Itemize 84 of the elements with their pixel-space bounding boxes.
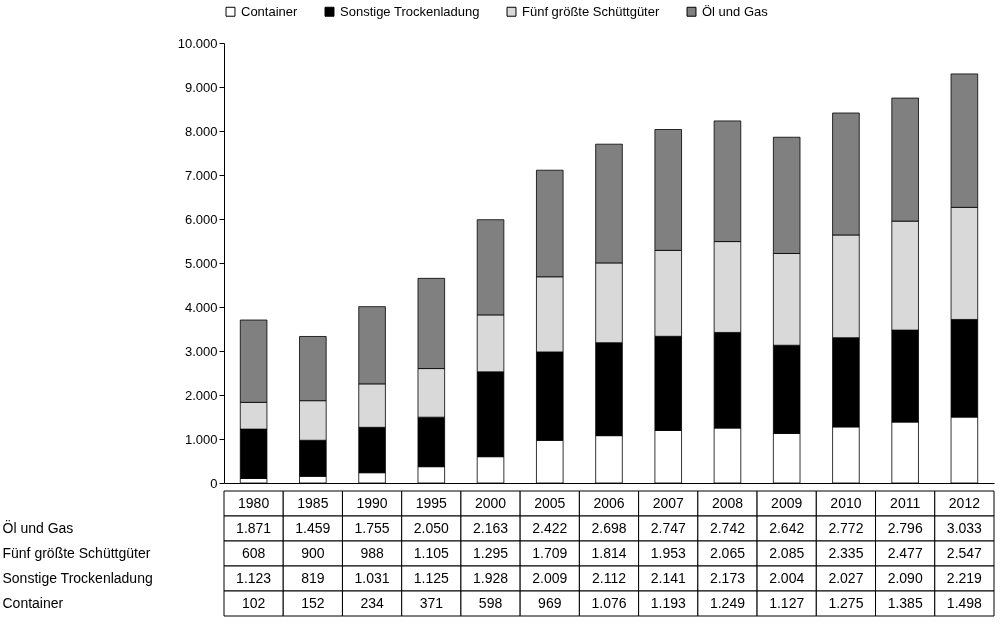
x-tick-label: 2005 xyxy=(534,494,566,511)
x-tick-label: 2007 xyxy=(652,494,685,511)
text: Öl und Gas xyxy=(2,519,74,536)
x-tick-label: 2012 xyxy=(948,494,981,511)
data-label: 2.141 xyxy=(650,569,686,586)
x-tick-label: 1980 xyxy=(238,494,270,511)
x-tick-label: 2010 xyxy=(830,494,862,511)
y-tick-label: 4.000 xyxy=(184,299,218,315)
text: Container xyxy=(2,594,64,611)
y-tick-label: 3.000 xyxy=(184,343,218,359)
legend-label: Fünf größte Schüttgüter xyxy=(522,3,660,19)
y-tick-label: 0 xyxy=(210,475,218,491)
data-label: 1.295 xyxy=(473,544,509,561)
data-label: 1.498 xyxy=(946,594,983,611)
data-label: 2.772 xyxy=(828,519,864,536)
data-label: 2.163 xyxy=(473,519,509,536)
data-label: 608 xyxy=(241,544,266,561)
data-label: 2.090 xyxy=(887,569,923,586)
y-tick-label: 9.000 xyxy=(184,79,218,95)
data-label: 1.459 xyxy=(295,519,331,536)
data-label: 1.385 xyxy=(887,594,923,611)
data-label: 1.249 xyxy=(709,594,746,611)
data-label: 1.105 xyxy=(413,544,450,561)
x-tick-label: 2000 xyxy=(474,494,507,511)
data-label: 2.009 xyxy=(532,569,568,586)
x-tick-label: 1985 xyxy=(297,494,329,511)
data-label: 1.127 xyxy=(769,594,805,611)
data-label: 2.004 xyxy=(769,569,805,586)
y-tick-label: 2.000 xyxy=(184,387,218,403)
data-label: 2.742 xyxy=(709,519,746,536)
data-label: 1.871 xyxy=(236,519,272,536)
text: Fünf größte Schüttgüter xyxy=(2,544,151,561)
data-label: 1.928 xyxy=(473,569,509,586)
data-label: 1.123 xyxy=(236,569,272,586)
data-label: 819 xyxy=(301,569,325,586)
data-label: 152 xyxy=(301,594,325,611)
data-label: 2.112 xyxy=(592,569,627,586)
data-label: 900 xyxy=(301,544,325,561)
data-label: 2.050 xyxy=(413,519,450,536)
y-tick-label: 8.000 xyxy=(184,123,218,139)
data-label: 1.193 xyxy=(650,594,686,611)
data-label: 1.755 xyxy=(354,519,390,536)
data-label: 2.422 xyxy=(532,519,568,536)
x-tick-label: 2009 xyxy=(771,494,803,511)
data-label: 1.709 xyxy=(532,544,568,561)
data-label: 2.796 xyxy=(887,519,923,536)
data-label: 2.173 xyxy=(709,569,746,586)
data-label: 371 xyxy=(419,594,444,611)
data-label: 1.076 xyxy=(591,594,627,611)
data-label: 1.814 xyxy=(591,544,627,561)
data-label: 3.033 xyxy=(946,519,983,536)
data-label: 2.027 xyxy=(828,569,864,586)
y-tick-label: 7.000 xyxy=(184,167,218,183)
legend-label: Container xyxy=(241,3,299,19)
y-tick-label: 10.000 xyxy=(177,35,218,51)
x-tick-label: 1990 xyxy=(356,494,388,511)
data-label: 102 xyxy=(241,594,266,611)
data-label: 2.642 xyxy=(769,519,805,536)
data-label: 1.031 xyxy=(354,569,390,586)
data-label: 2.219 xyxy=(946,569,983,586)
y-tick-label: 6.000 xyxy=(184,211,218,227)
y-tick-label: 1.000 xyxy=(184,431,218,447)
x-tick-label: 2008 xyxy=(711,494,744,511)
data-label: 2.335 xyxy=(828,544,864,561)
data-label: 1.125 xyxy=(413,569,450,586)
data-label: 2.698 xyxy=(591,519,627,536)
data-label: 234 xyxy=(360,594,384,611)
data-label: 988 xyxy=(360,544,384,561)
legend-label: Öl und Gas xyxy=(702,3,769,19)
data-label: 2.065 xyxy=(709,544,746,561)
x-tick-label: 2006 xyxy=(593,494,625,511)
data-label: 969 xyxy=(538,594,562,611)
data-label: 598 xyxy=(478,594,503,611)
data-label: 2.085 xyxy=(769,544,805,561)
legend-label: Sonstige Trockenladung xyxy=(340,3,480,19)
data-label: 2.747 xyxy=(650,519,686,536)
data-label: 1.275 xyxy=(828,594,864,611)
data-label: 2.477 xyxy=(887,544,923,561)
y-tick-label: 5.000 xyxy=(184,255,218,271)
text: Sonstige Trockenladung xyxy=(2,569,153,586)
data-label: 1.953 xyxy=(650,544,686,561)
x-tick-label: 2011 xyxy=(890,494,921,511)
x-tick-label: 1995 xyxy=(415,494,448,511)
data-label: 2.547 xyxy=(946,544,983,561)
